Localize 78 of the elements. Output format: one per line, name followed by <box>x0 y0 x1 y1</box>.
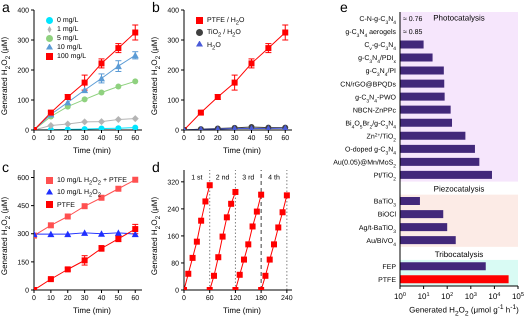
point <box>232 80 238 86</box>
point <box>132 226 138 232</box>
point <box>64 214 71 220</box>
point <box>115 186 122 192</box>
point <box>132 176 138 183</box>
point <box>275 224 282 230</box>
point <box>47 230 54 238</box>
point <box>132 30 138 36</box>
point <box>258 192 264 198</box>
point <box>254 208 260 215</box>
point <box>202 198 208 204</box>
x-axis-title: Time (min) <box>222 306 262 315</box>
point <box>262 272 268 279</box>
point <box>48 222 54 228</box>
point <box>98 126 104 130</box>
point <box>271 241 277 248</box>
point <box>232 188 238 195</box>
point <box>82 80 88 86</box>
point <box>115 84 122 90</box>
point <box>198 218 204 224</box>
x-tick-label: 10$^{2}$ <box>441 292 454 301</box>
x-axis-title: Time (min) <box>72 306 112 315</box>
point <box>250 223 256 230</box>
point <box>190 254 196 261</box>
point <box>215 254 222 260</box>
text: Generated H$_{2}$O$_{2}$ (μmol g$^{-1}$ h$^{-1}$) <box>409 304 519 318</box>
band-label: Photocatalysis <box>433 14 485 23</box>
chart-title: e <box>340 0 348 15</box>
x-axis-title: Time (min) <box>72 146 112 155</box>
point <box>64 230 72 238</box>
x-axis-title: Time (min) <box>222 146 262 155</box>
point <box>194 238 200 245</box>
x-tick-label: 10$^{0}$ <box>394 292 406 301</box>
point <box>82 257 88 264</box>
point <box>48 276 54 282</box>
point <box>265 45 272 52</box>
point <box>185 270 192 277</box>
chart-title: a <box>2 0 10 15</box>
point <box>98 230 105 237</box>
point <box>115 125 122 130</box>
point <box>47 122 54 129</box>
point <box>114 116 122 123</box>
point <box>266 256 273 263</box>
point <box>220 234 226 240</box>
point <box>64 120 72 128</box>
point <box>228 200 234 207</box>
x-tick-label: 10$^{1}$ <box>418 292 430 301</box>
point <box>284 192 290 198</box>
point <box>98 118 105 126</box>
point <box>211 272 217 279</box>
band-label: Piezocatalysis <box>434 184 484 194</box>
point <box>206 182 213 188</box>
point <box>241 256 247 263</box>
point <box>282 30 288 36</box>
point <box>224 214 230 220</box>
point <box>132 115 139 122</box>
point <box>236 272 243 278</box>
band-label: Tribocatalysis <box>434 250 484 259</box>
point <box>132 78 138 84</box>
chart-title: c <box>2 159 9 175</box>
point <box>98 60 104 66</box>
point <box>248 60 254 66</box>
x-tick-label: 10$^{5}$ <box>512 292 524 301</box>
point <box>82 96 88 102</box>
point <box>82 203 88 210</box>
point <box>280 209 286 216</box>
x-tick-label: 10$^{3}$ <box>464 292 477 301</box>
point <box>81 229 88 236</box>
chart-title: b <box>152 0 160 15</box>
point <box>81 118 88 126</box>
point <box>132 124 138 130</box>
point <box>114 229 122 236</box>
point <box>245 241 252 248</box>
point <box>115 45 122 52</box>
x-tick-label: 10$^{4}$ <box>488 292 500 301</box>
point <box>98 90 104 96</box>
chart-title: d <box>152 159 160 175</box>
point <box>114 62 122 70</box>
